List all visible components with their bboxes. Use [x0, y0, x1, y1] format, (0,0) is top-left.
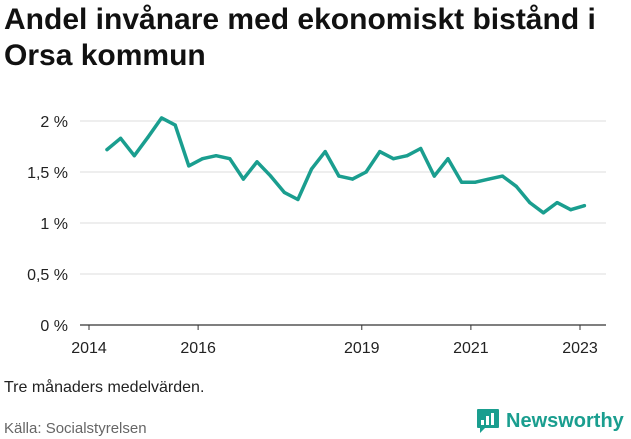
- data-point: [269, 174, 273, 178]
- data-point: [132, 154, 136, 158]
- y-axis-ticks: 0 % 0,5 % 1 % 1,5 % 2 %: [27, 114, 68, 335]
- data-point: [241, 177, 245, 181]
- data-point: [337, 174, 341, 178]
- x-axis: 2014 2016 2019 2021 2023: [71, 324, 606, 357]
- data-point: [473, 180, 477, 184]
- data-point: [255, 160, 259, 164]
- source-text: Källa: Socialstyrelsen: [4, 420, 147, 437]
- brand-name: Newsworthy: [506, 409, 624, 432]
- data-point: [350, 177, 355, 181]
- y-tick-label: 1,5 %: [27, 165, 68, 182]
- y-tick-label: 0 %: [40, 318, 68, 335]
- series-group: [105, 116, 587, 215]
- data-point: [228, 157, 232, 161]
- data-point: [500, 174, 505, 178]
- data-point: [391, 157, 396, 161]
- data-point: [105, 147, 109, 152]
- data-point: [582, 204, 586, 208]
- data-point: [364, 170, 368, 174]
- brand-logo[interactable]: Newsworthy: [476, 408, 624, 434]
- x-tick-label: 2021: [453, 340, 489, 357]
- x-tick-label: 2023: [562, 340, 598, 357]
- data-point: [282, 190, 286, 194]
- x-tick-label: 2014: [71, 340, 107, 357]
- chart-note: Tre månaders medelvärden.: [4, 379, 205, 396]
- y-tick-label: 1 %: [40, 216, 68, 233]
- data-point: [159, 116, 164, 120]
- newsworthy-logo-icon: [477, 409, 499, 433]
- data-point: [214, 154, 218, 158]
- data-point: [378, 150, 382, 154]
- series-line: [105, 116, 587, 215]
- data-point: [541, 211, 546, 215]
- data-point: [528, 201, 532, 205]
- data-point: [146, 135, 150, 139]
- data-point: [309, 167, 314, 171]
- data-point: [187, 164, 191, 168]
- y-tick-label: 0,5 %: [27, 267, 68, 284]
- data-point: [200, 157, 205, 161]
- data-point: [487, 177, 491, 181]
- chart-title: Andel invånare med ekonomiskt bistånd i …: [4, 3, 596, 72]
- y-tick-label: 2 %: [40, 114, 68, 131]
- data-point: [446, 157, 450, 161]
- data-point: [569, 208, 573, 212]
- data-point: [419, 146, 423, 151]
- data-point: [296, 197, 300, 202]
- x-tick-label: 2016: [180, 340, 216, 357]
- data-point: [514, 184, 518, 188]
- data-point: [323, 150, 327, 154]
- x-tick-label: 2019: [344, 340, 380, 357]
- data-point: [460, 180, 464, 184]
- data-point: [119, 136, 123, 140]
- data-point: [173, 123, 177, 127]
- data-point: [432, 174, 436, 178]
- data-point: [555, 201, 559, 205]
- data-point: [405, 154, 409, 158]
